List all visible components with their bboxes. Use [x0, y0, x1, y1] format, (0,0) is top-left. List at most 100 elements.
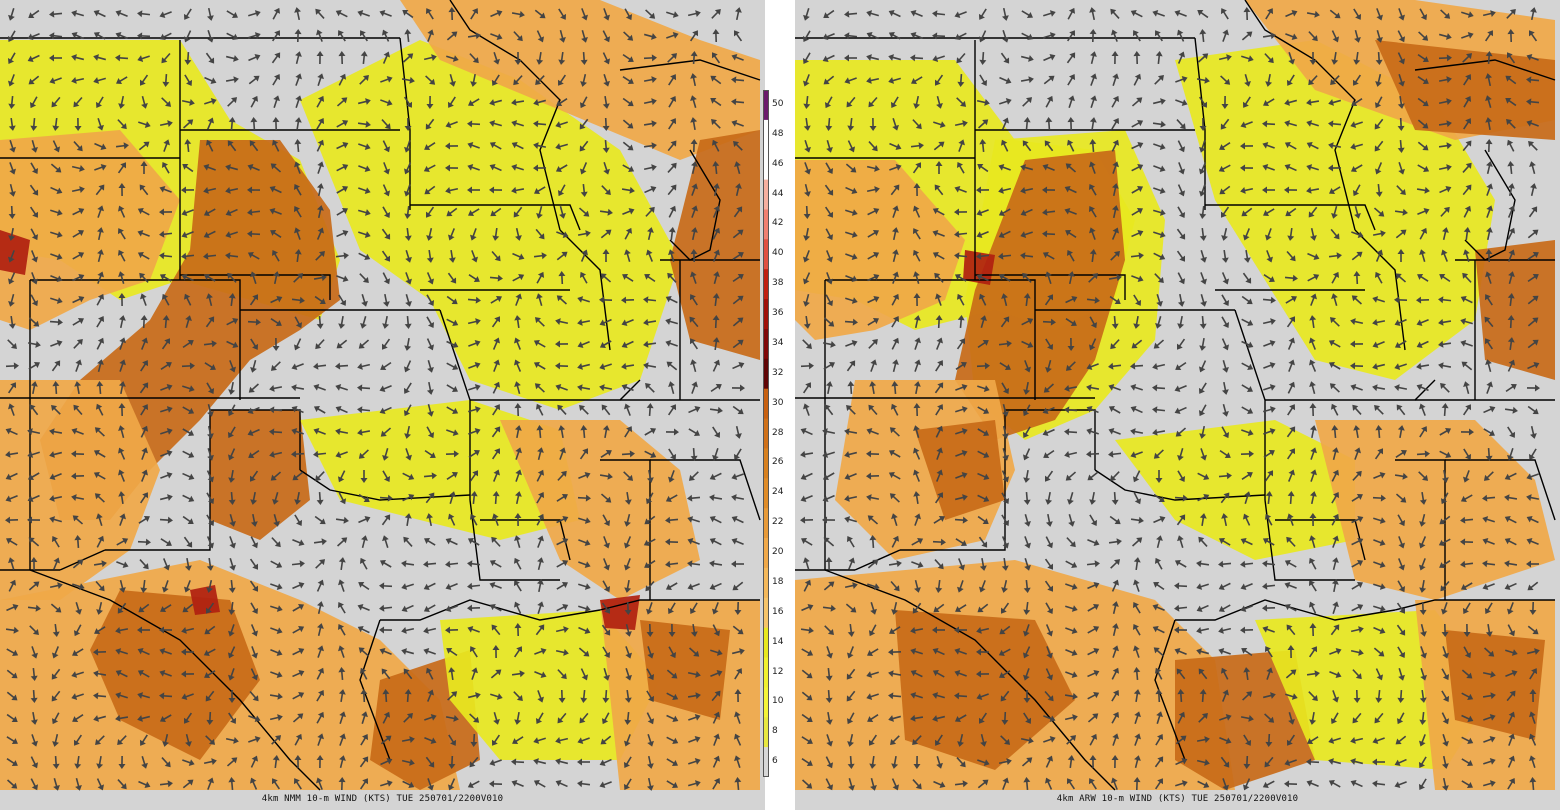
wind-arrow — [448, 734, 457, 746]
wind-arrow — [1263, 406, 1276, 413]
wind-arrow — [1111, 667, 1120, 680]
wind-arrow — [469, 513, 478, 526]
wind-arrow — [137, 55, 150, 62]
wind-arrow — [977, 385, 990, 392]
wind-arrow — [225, 76, 239, 84]
wind-arrow — [601, 624, 611, 636]
wind-shading-region — [90, 590, 260, 760]
wind-arrow — [8, 557, 15, 570]
wind-arrow — [467, 186, 480, 194]
wind-arrow — [1287, 491, 1295, 505]
wind-arrow — [380, 361, 392, 371]
wind-arrow — [1002, 448, 1009, 461]
wind-arrow — [379, 494, 393, 502]
wind-arrow — [733, 448, 742, 461]
wind-arrow — [1111, 205, 1119, 219]
wind-arrow — [870, 602, 877, 615]
wind-arrow — [1153, 581, 1165, 591]
wind-arrow — [490, 295, 503, 304]
wind-arrow — [358, 581, 370, 591]
wind-arrow — [137, 692, 150, 699]
state-border — [359, 619, 391, 761]
wind-arrow — [932, 207, 945, 216]
wind-arrow — [1394, 318, 1407, 327]
wind-arrow — [1198, 536, 1208, 547]
wind-arrow — [1375, 249, 1384, 262]
wind-arrow — [622, 76, 634, 85]
wind-arrow — [847, 381, 855, 395]
wind-arrow — [207, 777, 214, 790]
colorbar-swatch — [763, 418, 769, 449]
wind-arrow — [1508, 271, 1515, 285]
wind-arrow — [1153, 231, 1166, 238]
wind-arrow — [1174, 559, 1187, 568]
wind-arrow — [1308, 601, 1317, 614]
wind-arrow — [1174, 385, 1187, 392]
wind-arrow — [711, 119, 721, 129]
wind-arrow — [868, 141, 878, 152]
wind-arrow — [1241, 55, 1254, 62]
wind-arrow — [866, 671, 879, 678]
wind-arrow — [1504, 472, 1517, 481]
wind-arrow — [556, 603, 569, 612]
panel-caption-arw: 4km ARW 10-m WIND (KTS) TUE 250701/2200V… — [1056, 794, 1299, 804]
wind-arrow — [360, 470, 368, 483]
wind-arrow — [73, 404, 83, 416]
wind-arrow — [866, 186, 880, 194]
wind-arrow — [580, 51, 588, 65]
wind-arrow — [337, 601, 346, 614]
wind-arrow — [645, 9, 656, 19]
wind-arrow — [578, 583, 591, 590]
state-borders — [0, 0, 761, 791]
wind-arrow — [712, 227, 721, 240]
wind-arrow — [800, 450, 814, 458]
wind-arrow — [1241, 318, 1254, 327]
wind-arrow — [72, 229, 85, 238]
wind-arrow — [338, 645, 345, 658]
wind-arrow — [316, 777, 323, 790]
wind-arrow — [1265, 8, 1274, 20]
state-border — [210, 409, 301, 470]
wind-arrow — [889, 164, 902, 171]
wind-arrow — [1133, 689, 1141, 703]
wind-arrow — [448, 228, 455, 241]
wind-arrow — [71, 450, 85, 458]
wind-arrow — [689, 30, 699, 42]
wind-arrow — [1021, 32, 1034, 41]
wind-arrow — [534, 671, 547, 678]
wind-arrow — [1177, 272, 1186, 285]
wind-arrow — [1485, 139, 1493, 153]
wind-arrow — [935, 404, 944, 416]
wind-arrow — [357, 120, 371, 128]
wind-arrow — [357, 363, 371, 370]
wind-arrow — [666, 758, 679, 767]
wind-arrow — [1240, 605, 1253, 612]
wind-arrow — [867, 295, 880, 304]
wind-arrow — [445, 537, 458, 546]
wind-arrow — [96, 293, 105, 306]
wind-arrow — [119, 337, 126, 350]
wind-arrow — [1043, 383, 1054, 393]
wind-arrow — [469, 53, 479, 64]
wind-arrow — [118, 755, 126, 769]
wind-arrow — [139, 184, 149, 196]
wind-arrow — [732, 405, 744, 415]
wind-arrow — [802, 272, 811, 285]
wind-arrow — [403, 96, 413, 108]
wind-arrow — [49, 494, 63, 502]
wind-arrow — [403, 360, 412, 373]
wind-arrow — [449, 491, 456, 504]
wind-arrow — [866, 494, 880, 502]
wind-arrow — [802, 339, 812, 349]
wind-arrow — [935, 315, 943, 329]
wind-arrow — [1153, 339, 1165, 349]
wind-arrow — [141, 337, 148, 350]
wind-arrow — [890, 403, 899, 416]
wind-arrow — [1001, 579, 1008, 593]
wind-arrow — [447, 778, 456, 791]
wind-arrow — [1262, 692, 1276, 699]
wind-arrow — [910, 626, 924, 634]
wind-arrow — [1265, 491, 1273, 505]
wind-arrow — [338, 315, 346, 329]
wind-arrow — [734, 755, 741, 768]
